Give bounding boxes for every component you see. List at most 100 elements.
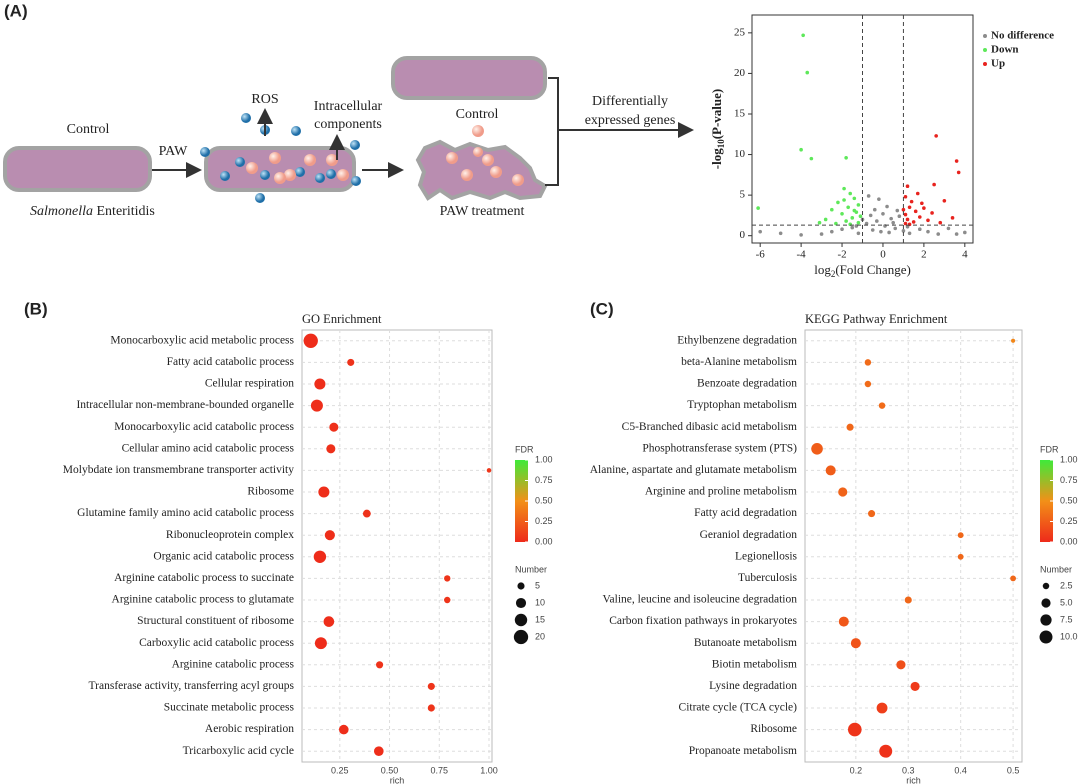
axis-label: -log10(P-value): [709, 89, 726, 170]
category-label: Intracellular non-membrane-bounded organ…: [76, 399, 294, 411]
point: [956, 170, 961, 175]
colorbar-label: 0.00: [535, 536, 553, 546]
bubble: [444, 575, 451, 582]
x-tick-label: -4: [797, 249, 807, 261]
x-tick-label: 0.5: [1007, 765, 1020, 775]
x-axis-label: rich: [906, 775, 921, 784]
point: [920, 201, 924, 206]
size-legend-label: 10: [535, 597, 545, 607]
y-tick-label: 15: [734, 108, 746, 120]
point: [840, 227, 844, 232]
size-legend-label: 7.5: [1060, 614, 1073, 624]
x-tick-label: 0.50: [381, 765, 399, 775]
point: [868, 213, 873, 218]
point: [848, 191, 853, 196]
point: [917, 227, 922, 232]
point: [819, 232, 824, 236]
point: [942, 199, 947, 203]
point: [936, 232, 941, 236]
category-label: beta-Alanine metabolism: [681, 356, 797, 368]
category-label: Organic acid catabolic process: [153, 550, 294, 562]
category-label: Ribonucleoprotein complex: [166, 529, 294, 541]
x-tick-label: 0.75: [431, 765, 449, 775]
category-label: C5-Branched dibasic acid metabolism: [622, 421, 797, 433]
category-label: Benzoate degradation: [697, 378, 797, 390]
colorbar-label: 0.25: [535, 516, 553, 526]
point: [756, 206, 760, 210]
bubble: [904, 596, 912, 604]
bubble: [957, 553, 964, 560]
bubble: [868, 510, 876, 518]
bubble: [313, 550, 327, 563]
bubble: [310, 399, 323, 412]
point: [852, 208, 857, 213]
y-tick-label: 20: [734, 67, 746, 79]
point: [954, 159, 959, 163]
colorbar-label: 1.00: [1060, 454, 1078, 464]
panel-label: (A): [4, 1, 28, 20]
point: [885, 204, 889, 209]
bubble: [846, 423, 854, 431]
particles: [200, 113, 361, 203]
bubble: [486, 468, 492, 473]
label: Intracellular: [314, 99, 383, 114]
label-part: (P-value): [709, 89, 724, 140]
category-label: Biotin metabolism: [712, 658, 797, 670]
colorbar-label: 0.75: [1060, 475, 1078, 485]
category-label: Arginine and proline metabolism: [645, 486, 797, 498]
point: [850, 225, 855, 230]
colorbar-label: 0.75: [535, 475, 553, 485]
colorbar: [515, 460, 528, 542]
point: [913, 209, 918, 214]
point: [817, 220, 822, 225]
point: [852, 196, 857, 201]
size-legend-marker: [1041, 598, 1051, 608]
category-label: Butanoate metabolism: [694, 637, 797, 649]
bubble: [318, 486, 330, 498]
category-label: Legionellosis: [735, 550, 797, 562]
bubble: [879, 744, 893, 758]
size-legend-label: 5.0: [1060, 597, 1073, 607]
category-label: Monocarboxylic acid catabolic process: [114, 421, 294, 433]
category-label: Geraniol degradation: [700, 529, 798, 541]
x-tick-label: 1.00: [480, 765, 498, 775]
bubble: [323, 616, 335, 627]
point: [903, 221, 908, 226]
size-legend-marker: [514, 613, 528, 627]
bubble: [1010, 575, 1016, 582]
point: [799, 147, 803, 152]
legend-title: Number: [1040, 564, 1072, 574]
point: [934, 134, 938, 138]
category-label: Fatty acid catabolic process: [167, 356, 295, 368]
size-legend-label: 2.5: [1060, 580, 1073, 590]
category-label: Cellular respiration: [205, 378, 294, 390]
x-tick-label: 2: [921, 249, 927, 261]
point: [858, 214, 863, 219]
point: [877, 197, 881, 201]
point: [903, 212, 908, 217]
legend-title: FDR: [515, 444, 534, 454]
point: [842, 186, 846, 191]
category-label: Ribosome: [750, 723, 797, 735]
colorbar-label: 1.00: [535, 454, 553, 464]
bubble: [825, 465, 836, 476]
point: [875, 219, 879, 223]
bubble: [864, 380, 872, 388]
point: [926, 229, 930, 234]
label-sub: 10: [716, 139, 726, 149]
point: [844, 219, 848, 223]
point: [915, 191, 920, 196]
category-label: Cellular amino acid catabolic process: [122, 442, 295, 454]
bubble: [811, 443, 823, 455]
category-label: Valine, leucine and isoleucine degradati…: [603, 594, 798, 606]
size-legend-marker: [1040, 614, 1052, 626]
point: [901, 229, 906, 233]
plot-frame: [804, 329, 1023, 763]
point: [805, 70, 810, 75]
label: ROS: [251, 92, 278, 107]
category-label: Arginine catabolic process to succinate: [114, 572, 294, 584]
bubble: [864, 359, 872, 366]
category-label: Transferase activity, transferring acyl …: [89, 680, 295, 692]
x-axis-label: rich: [390, 775, 405, 784]
bubble: [850, 638, 861, 649]
